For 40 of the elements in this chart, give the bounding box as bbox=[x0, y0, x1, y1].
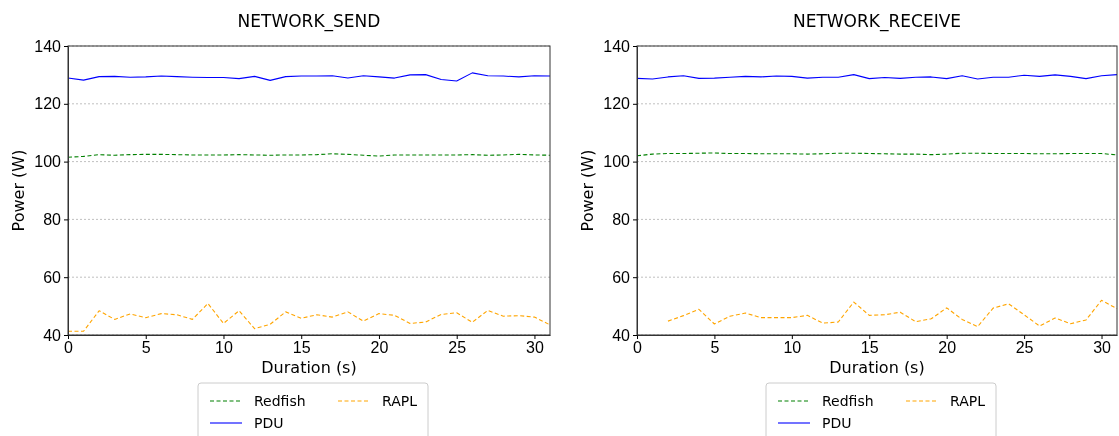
y-tick-label: 80 bbox=[612, 211, 631, 229]
x-tick-label: 30 bbox=[1093, 339, 1112, 357]
y-tick-label: 120 bbox=[34, 95, 62, 113]
y-axis-title: Power (W) bbox=[578, 149, 597, 232]
legend-label: PDU bbox=[822, 415, 852, 431]
y-axis-title: Power (W) bbox=[9, 149, 28, 232]
y-tick-label: 140 bbox=[603, 37, 631, 55]
x-tick-label: 25 bbox=[448, 339, 467, 357]
y-tick-label: 80 bbox=[43, 211, 62, 229]
y-tick-label: 100 bbox=[34, 153, 62, 171]
legend-label: RAPL bbox=[950, 393, 986, 409]
x-axis-title: Duration (s) bbox=[261, 358, 357, 377]
x-tick-label: 0 bbox=[633, 339, 643, 357]
x-tick-label: 0 bbox=[64, 339, 74, 357]
line-series bbox=[67, 302, 551, 332]
y-tick-label: 120 bbox=[603, 95, 631, 113]
y-tick-label: 140 bbox=[34, 37, 62, 55]
line-series bbox=[67, 72, 551, 82]
legend-label: RAPL bbox=[382, 393, 418, 409]
x-tick-label: 5 bbox=[141, 339, 151, 357]
y-tick-label: 100 bbox=[603, 153, 631, 171]
legend-label: PDU bbox=[254, 415, 284, 431]
y-tick-label: 40 bbox=[612, 326, 631, 344]
chart-title: NETWORK_SEND bbox=[237, 11, 381, 32]
x-tick-label: 15 bbox=[292, 339, 311, 357]
x-tick-label: 10 bbox=[783, 339, 802, 357]
x-tick-label: 20 bbox=[370, 339, 389, 357]
legend-label: Redfish bbox=[822, 393, 874, 409]
legend-label: Redfish bbox=[254, 393, 306, 409]
x-axis-title: Duration (s) bbox=[829, 358, 925, 377]
x-tick-label: 5 bbox=[710, 339, 720, 357]
y-tick-label: 60 bbox=[612, 268, 631, 286]
x-tick-label: 10 bbox=[215, 339, 233, 357]
y-tick-label: 60 bbox=[43, 268, 62, 286]
x-tick-label: 30 bbox=[526, 339, 544, 357]
x-tick-label: 15 bbox=[860, 339, 879, 357]
chart-title: NETWORK_RECEIVE bbox=[792, 11, 962, 32]
y-tick-label: 40 bbox=[43, 326, 62, 344]
x-tick-label: 20 bbox=[938, 339, 957, 357]
x-tick-label: 25 bbox=[1015, 339, 1034, 357]
